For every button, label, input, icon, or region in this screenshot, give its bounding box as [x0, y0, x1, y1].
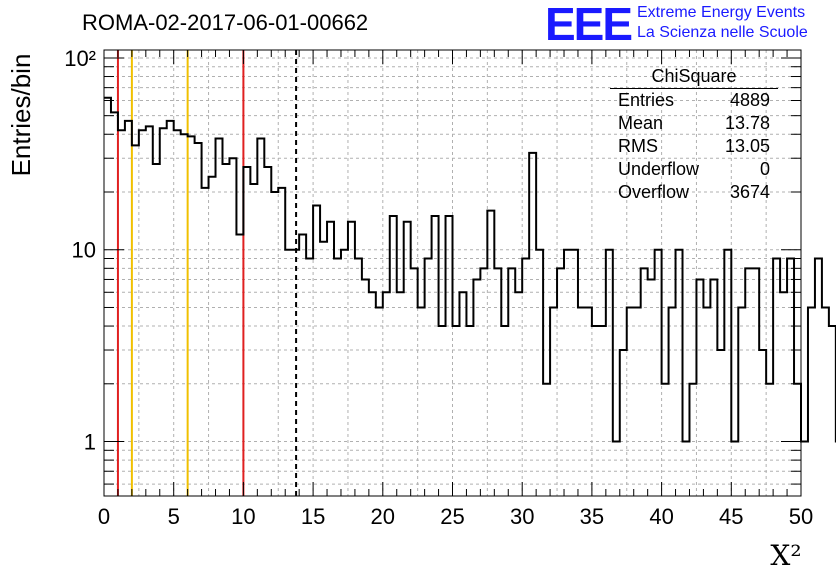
stats-row: Underflow 0	[610, 158, 778, 181]
stats-label: RMS	[618, 136, 658, 156]
y-tick-label: 10	[72, 238, 96, 263]
stats-box: ChiSquare Entries 4889 Mean 13.78 RMS 13.05 Un…	[610, 66, 778, 204]
stats-value: 0	[759, 159, 770, 179]
x-tick-label: 35	[580, 504, 604, 529]
eee-logo: EEE	[545, 0, 633, 50]
logo-line-1: Extreme Energy Events	[637, 4, 806, 21]
x-tick-label: 10	[231, 504, 255, 529]
stats-row: Entries 4889	[610, 89, 778, 112]
stats-rows: Entries 4889 Mean 13.78 RMS 13.05 Underflow 0 Ov…	[610, 89, 778, 204]
x-tick-label: 20	[371, 504, 395, 529]
y-axis-label: Entries/bin	[6, 54, 36, 177]
x-axis-ticks: 0 5 10 15 20 25 30 35 40 45 50	[98, 50, 813, 529]
stats-row: Overflow 3674	[610, 181, 778, 204]
reference-lines	[116, 50, 298, 496]
stats-label: Underflow	[618, 159, 700, 179]
y-tick-label: 10²	[64, 46, 96, 71]
stats-value: 13.05	[724, 136, 770, 156]
stats-row: Mean 13.78	[610, 112, 778, 135]
y-axis-ticks: 1 10 10²	[64, 46, 801, 485]
x-tick-label: 0	[98, 504, 110, 529]
x-tick-label: 50	[789, 504, 813, 529]
stats-title: ChiSquare	[610, 66, 778, 89]
logo-line-2: La Scienza nelle Scuole	[637, 24, 808, 41]
x-tick-label: 40	[649, 504, 673, 529]
x-tick-label: 15	[301, 504, 325, 529]
stats-label: Overflow	[618, 182, 690, 202]
stats-label: Mean	[618, 113, 664, 133]
stats-row: RMS 13.05	[610, 135, 778, 158]
stats-label: Entries	[618, 90, 675, 110]
x-tick-label: 25	[440, 504, 464, 529]
y-tick-label: 1	[84, 430, 96, 455]
x-tick-label: 30	[510, 504, 534, 529]
histogram-series	[104, 96, 836, 443]
stats-value: 13.78	[724, 113, 770, 133]
stats-value: 3674	[729, 182, 770, 202]
x-tick-label: 45	[719, 504, 743, 529]
stats-value: 4889	[729, 90, 770, 110]
plot-title: ROMA-02-2017-06-01-00662	[82, 10, 369, 35]
x-axis-label: X²	[770, 539, 801, 572]
x-tick-label: 5	[168, 504, 180, 529]
